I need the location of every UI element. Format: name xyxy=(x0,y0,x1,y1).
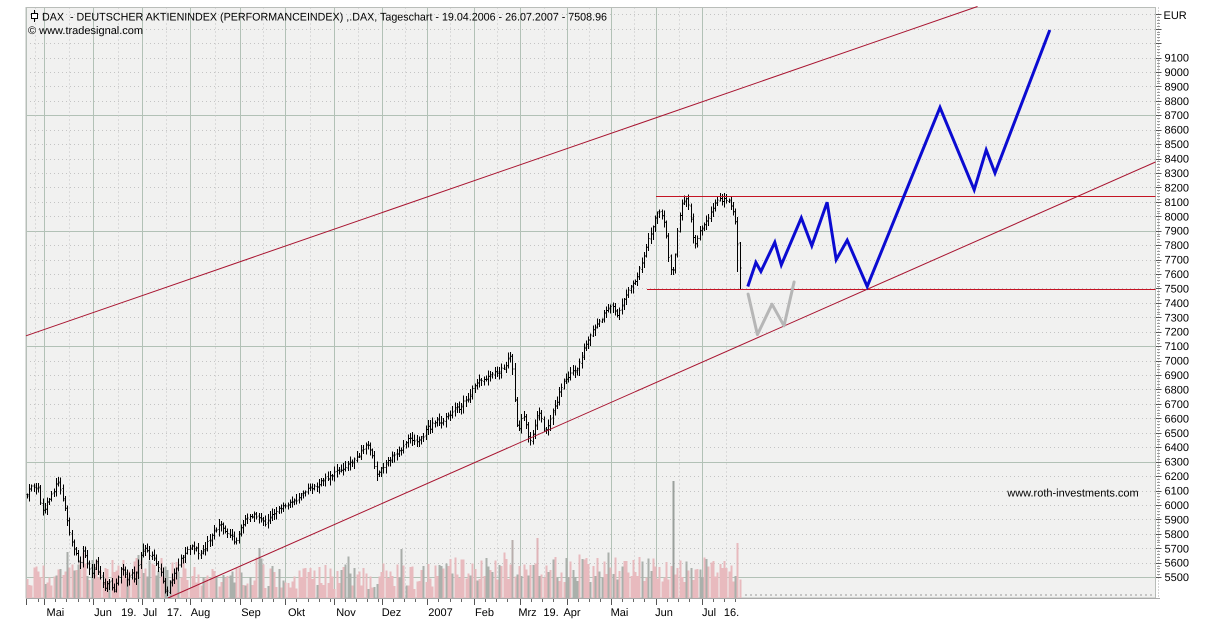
svg-text:6800: 6800 xyxy=(1165,385,1189,397)
svg-text:6100: 6100 xyxy=(1165,486,1189,498)
svg-text:Jun: Jun xyxy=(94,607,112,619)
svg-text:DAX - DEUTSCHER AKTIENINDEX (: DAX - DEUTSCHER AKTIENINDEX (PERFORMANCE… xyxy=(42,12,607,24)
svg-text:www.roth-investments.com: www.roth-investments.com xyxy=(1006,488,1138,500)
svg-text:Mrz: Mrz xyxy=(518,607,536,619)
svg-text:7600: 7600 xyxy=(1165,269,1189,281)
svg-text:5900: 5900 xyxy=(1165,514,1189,526)
svg-text:5500: 5500 xyxy=(1165,572,1189,584)
svg-text:6700: 6700 xyxy=(1165,399,1189,411)
svg-text:EUR: EUR xyxy=(1164,10,1187,22)
svg-text:8000: 8000 xyxy=(1165,211,1189,223)
svg-text:7900: 7900 xyxy=(1165,226,1189,238)
svg-text:8200: 8200 xyxy=(1165,182,1189,194)
svg-text:Aug: Aug xyxy=(191,607,211,619)
svg-text:8700: 8700 xyxy=(1165,110,1189,122)
svg-text:16.: 16. xyxy=(724,607,739,619)
svg-text:7500: 7500 xyxy=(1165,283,1189,295)
svg-text:9100: 9100 xyxy=(1165,53,1189,65)
svg-text:© www.tradesignal.com: © www.tradesignal.com xyxy=(28,25,143,37)
svg-text:6400: 6400 xyxy=(1165,442,1189,454)
svg-text:Jul: Jul xyxy=(702,607,716,619)
svg-text:6300: 6300 xyxy=(1165,457,1189,469)
svg-text:Apr: Apr xyxy=(563,607,580,619)
svg-text:Mai: Mai xyxy=(47,607,65,619)
svg-text:Feb: Feb xyxy=(475,607,494,619)
svg-text:17.: 17. xyxy=(167,607,182,619)
svg-text:7000: 7000 xyxy=(1165,356,1189,368)
svg-text:8500: 8500 xyxy=(1165,139,1189,151)
svg-text:8800: 8800 xyxy=(1165,96,1189,108)
svg-text:Sep: Sep xyxy=(241,607,261,619)
svg-text:8400: 8400 xyxy=(1165,154,1189,166)
svg-text:9000: 9000 xyxy=(1165,67,1189,79)
svg-text:Nov: Nov xyxy=(336,607,356,619)
svg-text:7700: 7700 xyxy=(1165,255,1189,267)
svg-text:2007: 2007 xyxy=(428,607,452,619)
svg-text:7100: 7100 xyxy=(1165,341,1189,353)
svg-text:7400: 7400 xyxy=(1165,298,1189,310)
svg-text:5800: 5800 xyxy=(1165,529,1189,541)
svg-text:8900: 8900 xyxy=(1165,81,1189,93)
svg-text:8100: 8100 xyxy=(1165,197,1189,209)
svg-text:6500: 6500 xyxy=(1165,428,1189,440)
svg-text:Okt: Okt xyxy=(288,607,305,619)
svg-text:7300: 7300 xyxy=(1165,312,1189,324)
svg-text:Mai: Mai xyxy=(611,607,629,619)
svg-text:6000: 6000 xyxy=(1165,500,1189,512)
svg-text:5600: 5600 xyxy=(1165,558,1189,570)
svg-text:6600: 6600 xyxy=(1165,413,1189,425)
svg-text:8600: 8600 xyxy=(1165,125,1189,137)
svg-text:8300: 8300 xyxy=(1165,168,1189,180)
svg-text:7200: 7200 xyxy=(1165,327,1189,339)
svg-text:19.: 19. xyxy=(121,607,136,619)
svg-text:19.: 19. xyxy=(543,607,558,619)
svg-text:6900: 6900 xyxy=(1165,370,1189,382)
svg-text:Dez: Dez xyxy=(382,607,402,619)
svg-text:5700: 5700 xyxy=(1165,543,1189,555)
svg-text:Jun: Jun xyxy=(655,607,673,619)
svg-text:7800: 7800 xyxy=(1165,240,1189,252)
svg-text:Jul: Jul xyxy=(143,607,157,619)
svg-text:6200: 6200 xyxy=(1165,471,1189,483)
